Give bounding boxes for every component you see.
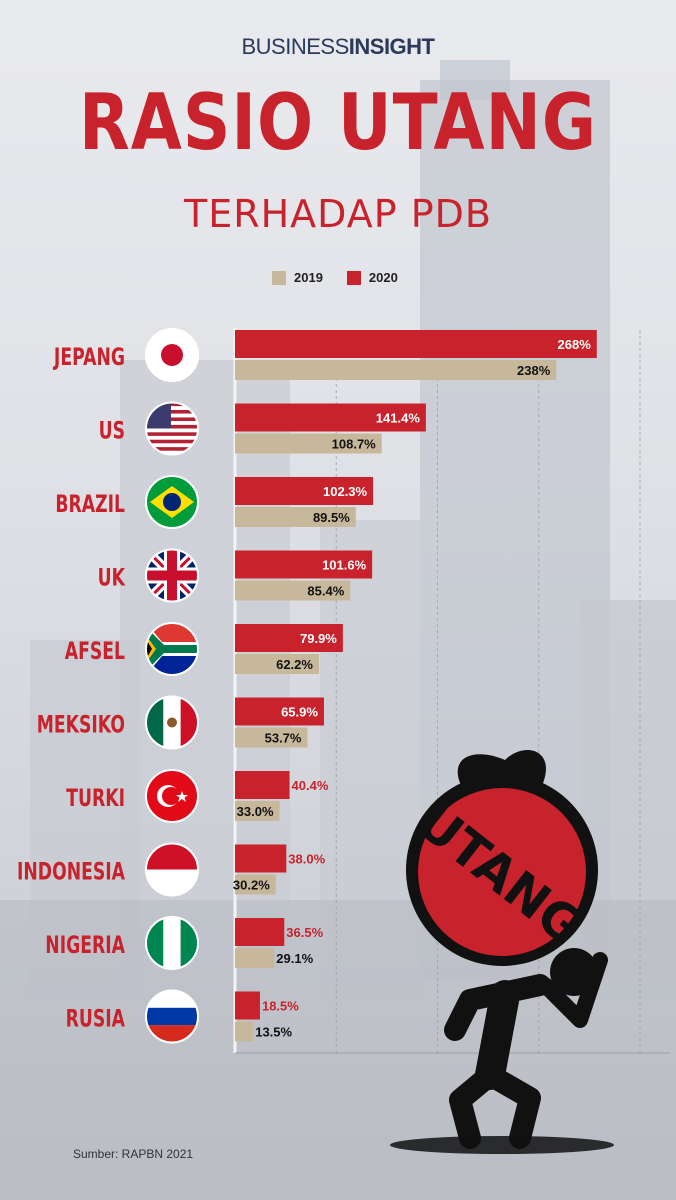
data-label-2020: 40.4% [292, 778, 329, 793]
bar-2020 [235, 697, 324, 726]
south-africa-flag-icon [145, 622, 199, 676]
bar-2019 [235, 948, 275, 968]
legend: 2019 2020 [272, 270, 398, 285]
data-label-2019: 108.7% [332, 437, 377, 452]
bar-2020 [235, 550, 373, 579]
data-label-2020: 141.4% [376, 411, 421, 426]
category-label: AFSEL [65, 637, 125, 665]
bar-2019 [235, 801, 280, 821]
bar-2020 [235, 477, 374, 505]
data-label-2020: 36.5% [286, 925, 323, 940]
legend-item-2020: 2020 [346, 270, 398, 285]
data-label-2020: 268% [558, 337, 592, 352]
data-label-2020: 102.3% [323, 484, 368, 499]
legend-swatch-2019 [272, 270, 286, 285]
usa-flag-icon [145, 401, 199, 456]
bar-2020 [235, 330, 597, 358]
bar-2019 [235, 727, 308, 748]
russia-flag-icon [145, 989, 199, 1044]
category-label: UK [98, 564, 126, 592]
debt-sack: UTANG [406, 750, 598, 966]
source-note: Sumber: RAPBN 2021 [73, 1147, 194, 1161]
category-label: INDONESIA [17, 858, 126, 886]
category-label: BRAZIL [55, 490, 125, 518]
bar-2019 [235, 580, 351, 601]
data-label-2019: 89.5% [313, 510, 350, 525]
bar-2020 [235, 771, 290, 799]
bar-2020 [235, 844, 287, 873]
legend-swatch-2020 [346, 270, 361, 285]
person-figure [390, 948, 614, 1154]
japan-flag-icon [145, 328, 199, 382]
data-label-2019: 85.4% [307, 584, 344, 599]
category-label: RUSIA [66, 1005, 126, 1033]
legend-item-2019: 2019 [272, 270, 323, 285]
bar-2019 [235, 433, 382, 454]
data-label-2019: 53.7% [265, 731, 302, 746]
chart-title: RASIO UTANG [78, 77, 598, 168]
chart-subtitle: TERHADAP PDB [183, 192, 493, 236]
data-label-2020: 101.6% [322, 558, 367, 573]
data-label-2019: 29.1% [276, 951, 313, 966]
bar-2019 [235, 360, 557, 380]
category-label: TURKI [66, 784, 125, 812]
data-label-2020: 18.5% [262, 999, 299, 1014]
data-label-2019: 33.0% [237, 804, 274, 819]
data-label-2019: 62.2% [276, 657, 313, 672]
brand-logo: BUSINESSINSIGHT [241, 34, 435, 59]
turkey-flag-icon [145, 769, 199, 823]
brazil-flag-icon [145, 475, 199, 529]
bar-2020 [235, 918, 285, 946]
nigeria-flag-icon [145, 916, 199, 970]
bar-2019 [235, 654, 319, 674]
bar-2020 [235, 403, 426, 432]
category-label: NIGERIA [45, 931, 125, 959]
mexico-flag-icon [145, 695, 199, 750]
data-label-2020: 38.0% [288, 852, 325, 867]
category-label: US [99, 417, 125, 445]
data-label-2020: 65.9% [281, 705, 318, 720]
bar-2019 [235, 507, 356, 527]
bar-2019 [235, 1021, 254, 1042]
uk-flag-icon [145, 548, 199, 603]
bar-2019 [235, 874, 276, 895]
data-label-2019: 30.2% [233, 878, 270, 893]
category-label: JEPANG [52, 343, 125, 371]
bar-2020 [235, 624, 343, 652]
bar-2020 [235, 991, 260, 1020]
category-label: MEKSIKO [37, 711, 125, 739]
data-label-2019: 13.5% [255, 1025, 292, 1040]
data-label-2020: 79.9% [300, 631, 337, 646]
data-label-2019: 238% [517, 363, 551, 378]
